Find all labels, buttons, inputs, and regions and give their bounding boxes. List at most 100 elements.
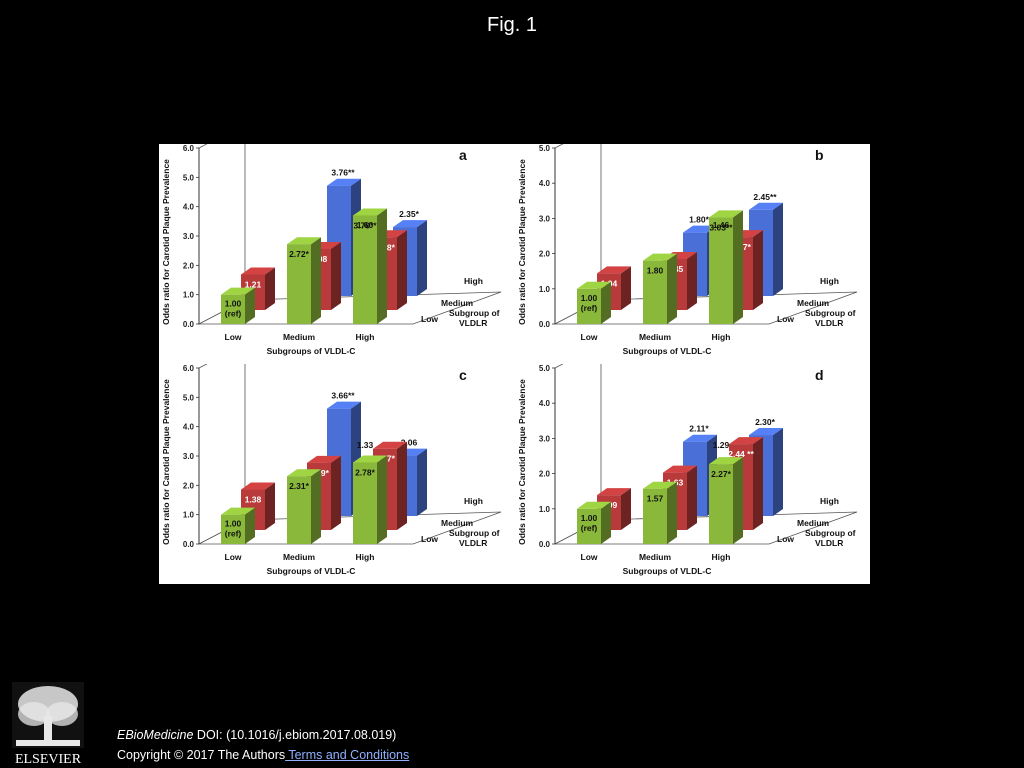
bar-side bbox=[621, 488, 631, 530]
y-tick-label: 2.0 bbox=[183, 481, 195, 490]
bar-side bbox=[687, 251, 697, 310]
depth-axis-label: Subgroup of bbox=[805, 528, 856, 538]
y-tick-label: 4.0 bbox=[539, 179, 551, 188]
x-axis-label: Subgroups of VLDL-C bbox=[267, 346, 356, 356]
bar-top bbox=[353, 208, 387, 216]
depth-tick-label: Low bbox=[421, 534, 438, 544]
figure-panel: 0.0 1.0 2.0 3.0 4.0 5.0 6.0 Odds ratio for Caro… bbox=[159, 144, 870, 584]
depth-axis-label: VLDLR bbox=[459, 538, 487, 548]
bar-value-label: 2.35* bbox=[399, 209, 420, 219]
bar-top bbox=[709, 210, 743, 218]
bar-value-label: 3.03** bbox=[709, 222, 733, 232]
bar-top bbox=[749, 428, 783, 436]
y-axis-label: Odds ratio for Carotid Plaque Prevalence bbox=[161, 379, 171, 545]
bar-green-medium bbox=[287, 469, 321, 544]
y-tick-label: 2.0 bbox=[539, 470, 551, 479]
bar-side bbox=[397, 230, 407, 310]
x-axis-label: Subgroups of VLDL-C bbox=[623, 566, 712, 576]
bar-top bbox=[221, 507, 255, 515]
bar-side bbox=[667, 481, 677, 544]
y-tick-label: 0.0 bbox=[183, 540, 195, 549]
copyright-text: Copyright © 2017 The Authors bbox=[117, 748, 286, 762]
bar-value-label: 1.00 bbox=[225, 299, 242, 309]
x-tick-label: Medium bbox=[283, 552, 316, 562]
bar-side bbox=[331, 241, 341, 310]
x-axis-label: Subgroups of VLDL-C bbox=[267, 566, 356, 576]
depth-axis-label: VLDLR bbox=[459, 318, 487, 328]
bar-top bbox=[327, 178, 361, 186]
bar-value-label: 1.80* bbox=[689, 215, 710, 225]
bar-side bbox=[753, 230, 763, 310]
bar-value-label: (ref) bbox=[225, 529, 242, 539]
depth-axis-label: VLDLR bbox=[815, 538, 843, 548]
bar-value-label: 2.44 ** bbox=[728, 449, 754, 459]
y-tick-label: 2.0 bbox=[183, 261, 195, 270]
bar-top bbox=[597, 266, 631, 274]
bar-top bbox=[663, 465, 697, 473]
bar-value-label: 2.72* bbox=[289, 249, 310, 259]
bar-top bbox=[393, 220, 427, 228]
depth-axis-label: Subgroup of bbox=[449, 528, 500, 538]
bar-top bbox=[729, 437, 763, 445]
citation: EBioMedicine DOI: (10.1016/j.ebiom.2017.… bbox=[117, 728, 396, 742]
terms-and-conditions-link[interactable]: Terms and Conditions bbox=[285, 748, 410, 762]
figure-title: Fig. 1 bbox=[486, 14, 538, 36]
extra-value-label: 1.29 bbox=[713, 440, 730, 450]
bar-front bbox=[221, 294, 245, 324]
bar-green-high bbox=[353, 208, 387, 324]
chart-panel-c: 0.0 1.0 2.0 3.0 4.0 5.0 6.0 Odds ratio for Caro… bbox=[161, 364, 502, 576]
y-tick-label: 3.0 bbox=[183, 232, 195, 241]
panel-letter: a bbox=[459, 147, 467, 163]
bar-value-label: 3.76** bbox=[331, 168, 355, 178]
bar-side bbox=[621, 266, 631, 310]
bar-value-label: (ref) bbox=[225, 309, 242, 319]
bar-green-medium bbox=[643, 253, 677, 324]
bar-side bbox=[687, 465, 697, 530]
depth-axis-label: VLDLR bbox=[815, 318, 843, 328]
depth-tick-label: High bbox=[464, 496, 483, 506]
bar-value-label: 1.38 bbox=[245, 495, 262, 505]
bar-side bbox=[667, 253, 677, 324]
bar-value-label: 2.27* bbox=[711, 469, 732, 479]
bar-green-high bbox=[353, 455, 387, 544]
y-axis-label: Odds ratio for Carotid Plaque Prevalence bbox=[517, 379, 527, 545]
bar-side bbox=[397, 441, 407, 530]
y-tick-label: 5.0 bbox=[539, 144, 551, 153]
bar-top bbox=[241, 482, 275, 490]
copyright-line: Copyright © 2017 The Authors Terms and C… bbox=[117, 748, 409, 762]
x-tick-label: Low bbox=[225, 552, 242, 562]
bar-value-label: 3.70** bbox=[353, 220, 377, 230]
bar-value-label: 1.00 bbox=[581, 293, 598, 303]
y-tick-label: 3.0 bbox=[539, 434, 551, 443]
bar-top bbox=[597, 488, 631, 496]
doi-text: DOI: (10.1016/j.ebiom.2017.08.019) bbox=[193, 728, 397, 742]
y-tick-label: 6.0 bbox=[183, 364, 195, 373]
publisher-wordmark: ELSEVIER bbox=[15, 752, 82, 766]
y-tick-label: 0.0 bbox=[539, 320, 551, 329]
bar-side bbox=[311, 237, 321, 324]
depth-tick-label: Low bbox=[421, 314, 438, 324]
bar-green-medium bbox=[643, 481, 677, 544]
depth-tick-label: Medium bbox=[441, 518, 474, 528]
y-axis-label: Odds ratio for Carotid Plaque Prevalence bbox=[517, 159, 527, 325]
depth-tick-label: Medium bbox=[441, 298, 474, 308]
bar-side bbox=[265, 482, 275, 530]
y-tick-label: 1.0 bbox=[539, 505, 551, 514]
x-tick-label: High bbox=[712, 332, 731, 342]
journal-name: EBioMedicine bbox=[117, 728, 194, 742]
bar-top bbox=[749, 202, 783, 210]
bar-top bbox=[327, 401, 361, 409]
bar-front bbox=[287, 244, 311, 324]
bar-front bbox=[577, 288, 601, 324]
x-tick-label: Medium bbox=[283, 332, 316, 342]
depth-tick-label: Medium bbox=[797, 518, 830, 528]
bar-green-low bbox=[221, 507, 255, 544]
y-axis-label: Odds ratio for Carotid Plaque Prevalence bbox=[161, 159, 171, 325]
bar-top bbox=[373, 441, 407, 449]
bar-front bbox=[353, 462, 377, 544]
bar-top bbox=[241, 267, 275, 275]
x-tick-label: Low bbox=[225, 332, 242, 342]
extra-value-label: 1.33 bbox=[357, 440, 374, 450]
bar-green-high bbox=[709, 457, 743, 544]
extra-value-label: 1.46 bbox=[713, 220, 730, 230]
